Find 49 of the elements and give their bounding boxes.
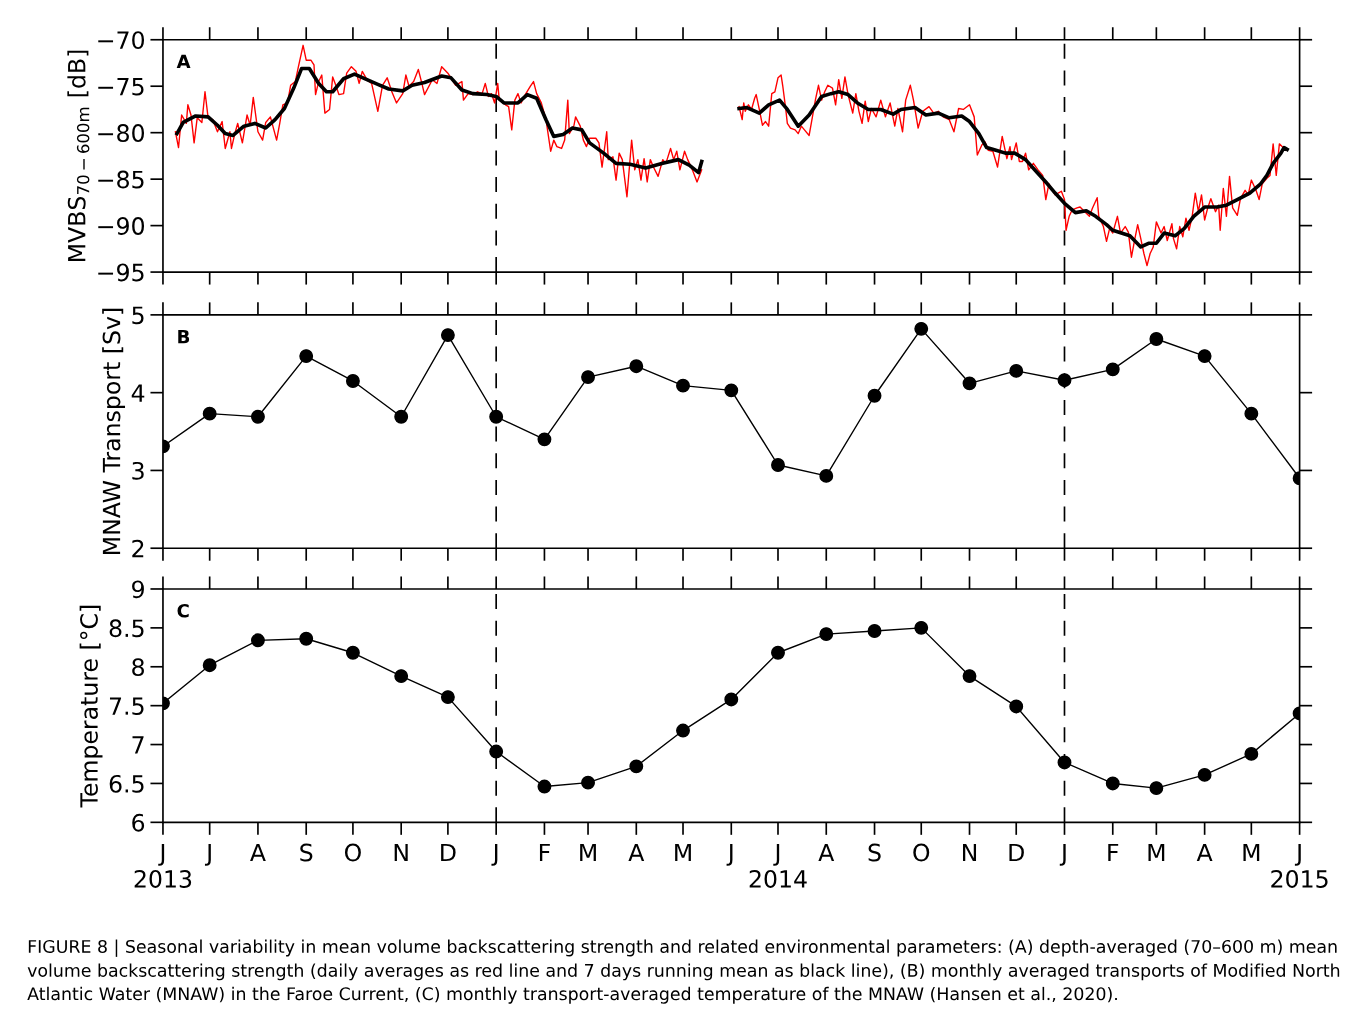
x-tick-label: F xyxy=(1108,843,1119,862)
x-tick-label: J xyxy=(726,843,733,866)
x-tick-label: A xyxy=(628,843,645,862)
y-tick-label: 4 xyxy=(131,384,145,402)
x-tick-label: M xyxy=(1148,843,1165,862)
y-tick-label: 8 xyxy=(132,658,144,677)
x-tick-label: J xyxy=(204,843,211,866)
caption: FIGURE 8 | Seasonal variability in mean volume backscattering strength and related environmental parameters: (A) depth-averaged (70–600 m) mean volume backscattering strength (daily averages as red line and 7 days running mean as black line), (B) monthly averaged transports of Modified North Atlantic Water (MNAW) in the Faroe Current, (C) monthly transport-averaged temperature of the MNAW (Hansen et al., 2020). xyxy=(27,939,1340,1004)
y-tick-label: −90 xyxy=(98,217,145,235)
y-tick-label: −80 xyxy=(98,124,145,142)
y-tick-label: 6 xyxy=(132,813,145,832)
x-tick-label: S xyxy=(300,843,313,862)
x-tick-label: M xyxy=(1243,843,1260,862)
y-tick-label: 9 xyxy=(132,580,144,599)
y-tick-label: −70 xyxy=(98,31,145,50)
x-tick-label: J xyxy=(491,843,498,866)
x-tick-label: M xyxy=(675,843,691,862)
x-tick-label: M xyxy=(580,843,596,862)
x-tick-label: J 2014 xyxy=(749,843,807,888)
x-tick-label: A xyxy=(1196,843,1213,862)
x-tick-label: J 2013 xyxy=(134,843,192,888)
x-tick-label: N xyxy=(394,843,408,862)
x-tick-label: O xyxy=(913,843,930,862)
y-tick-label: 6.5 xyxy=(109,774,144,793)
annotation: C xyxy=(177,603,189,618)
y-tick-label: 2 xyxy=(132,539,144,558)
x-tick-label: D xyxy=(1009,843,1024,862)
annotation: B xyxy=(178,330,190,344)
x-tick-label: O xyxy=(344,843,361,862)
y-tick-label: 7.5 xyxy=(109,697,144,715)
x-tick-label: A xyxy=(250,843,266,862)
y-tick-label: 5 xyxy=(132,306,144,325)
x-tick-label: S xyxy=(868,843,881,862)
x-tick-label: D xyxy=(441,843,456,862)
x-tick-label: J 2015 xyxy=(1271,843,1328,888)
y-tick-label: 8.5 xyxy=(109,619,144,638)
y-axis-title: MVBS$_{70−600m}$ [dB] xyxy=(67,50,90,262)
y-axis-title: Temperature [°C] xyxy=(79,605,103,808)
annotation: A xyxy=(176,54,191,68)
x-tick-label: J xyxy=(1059,843,1066,866)
y-tick-label: −85 xyxy=(98,170,144,189)
y-tick-label: 7 xyxy=(132,736,144,754)
y-tick-label: 3 xyxy=(132,461,144,480)
y-tick-label: −95 xyxy=(98,263,144,282)
y-axis-title: MNAW Transport [Sv] xyxy=(102,308,126,554)
y-tick-label: −75 xyxy=(98,77,144,96)
x-tick-label: N xyxy=(963,843,977,862)
x-tick-label: F xyxy=(539,843,550,862)
x-tick-label: A xyxy=(818,843,835,862)
